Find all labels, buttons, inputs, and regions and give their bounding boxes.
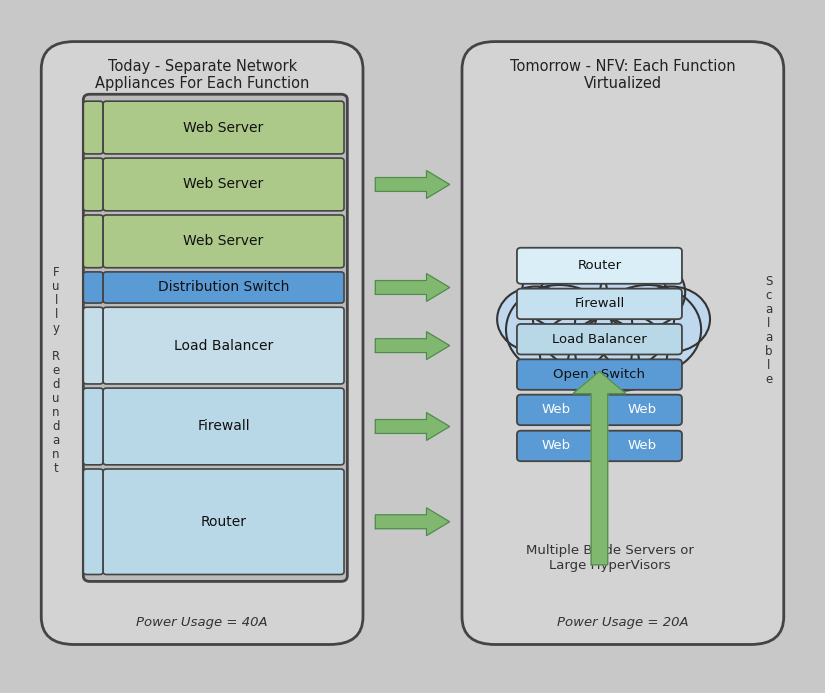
Text: Power Usage = 20A: Power Usage = 20A	[557, 616, 689, 629]
Text: Web: Web	[628, 403, 657, 416]
FancyBboxPatch shape	[517, 360, 682, 389]
FancyBboxPatch shape	[83, 469, 103, 574]
FancyBboxPatch shape	[103, 307, 344, 384]
Text: Distribution Switch: Distribution Switch	[158, 281, 290, 295]
Text: Today - Separate Network
Appliances For Each Function: Today - Separate Network Appliances For …	[95, 59, 309, 91]
Polygon shape	[573, 371, 626, 565]
FancyBboxPatch shape	[41, 42, 363, 644]
FancyBboxPatch shape	[517, 324, 682, 354]
Circle shape	[575, 313, 667, 391]
Text: Web: Web	[542, 403, 571, 416]
FancyBboxPatch shape	[83, 307, 103, 384]
Circle shape	[497, 286, 575, 352]
FancyBboxPatch shape	[103, 158, 344, 211]
FancyBboxPatch shape	[103, 272, 344, 303]
FancyBboxPatch shape	[603, 395, 682, 426]
Polygon shape	[375, 332, 450, 360]
Circle shape	[533, 255, 675, 374]
Text: Power Usage = 40A: Power Usage = 40A	[136, 616, 268, 629]
Circle shape	[595, 285, 701, 374]
Polygon shape	[375, 170, 450, 198]
Text: Multiple Blade Servers or
Large HyperVisors: Multiple Blade Servers or Large HyperVis…	[526, 544, 694, 572]
Text: Open vSwitch: Open vSwitch	[554, 368, 645, 381]
Text: Web Server: Web Server	[183, 121, 264, 134]
Circle shape	[568, 331, 639, 391]
FancyBboxPatch shape	[83, 94, 347, 581]
FancyBboxPatch shape	[83, 101, 103, 154]
FancyBboxPatch shape	[83, 215, 103, 267]
Circle shape	[506, 285, 612, 374]
Text: Load Balancer: Load Balancer	[552, 333, 647, 346]
Text: Load Balancer: Load Balancer	[174, 339, 273, 353]
Circle shape	[632, 286, 710, 352]
FancyBboxPatch shape	[517, 430, 596, 462]
Circle shape	[522, 256, 607, 328]
FancyBboxPatch shape	[83, 388, 103, 465]
FancyBboxPatch shape	[103, 215, 344, 267]
Text: Web Server: Web Server	[183, 177, 264, 191]
FancyBboxPatch shape	[517, 288, 682, 319]
FancyBboxPatch shape	[103, 469, 344, 574]
Text: S
c
a
l
a
b
l
e: S c a l a b l e	[765, 276, 773, 387]
Polygon shape	[375, 508, 450, 536]
Text: Web Server: Web Server	[183, 234, 264, 248]
Polygon shape	[375, 274, 450, 301]
FancyBboxPatch shape	[462, 42, 784, 644]
Text: Tomorrow - NFV: Each Function
Virtualized: Tomorrow - NFV: Each Function Virtualize…	[510, 59, 736, 91]
Text: Firewall: Firewall	[574, 297, 625, 310]
FancyBboxPatch shape	[103, 101, 344, 154]
FancyBboxPatch shape	[83, 272, 103, 303]
Text: Router: Router	[578, 259, 621, 272]
Text: Firewall: Firewall	[197, 419, 250, 434]
Text: Web: Web	[628, 439, 657, 453]
Text: F
u
l
l
y
 
R
e
d
u
n
d
a
n
t: F u l l y R e d u n d a n t	[52, 266, 60, 475]
FancyBboxPatch shape	[103, 388, 344, 465]
Text: Router: Router	[200, 515, 247, 529]
Text: Web: Web	[542, 439, 571, 453]
FancyBboxPatch shape	[603, 430, 682, 462]
FancyBboxPatch shape	[83, 158, 103, 211]
FancyBboxPatch shape	[517, 247, 682, 284]
Circle shape	[600, 256, 686, 328]
FancyBboxPatch shape	[517, 395, 596, 426]
Circle shape	[540, 313, 632, 391]
Polygon shape	[375, 412, 450, 440]
